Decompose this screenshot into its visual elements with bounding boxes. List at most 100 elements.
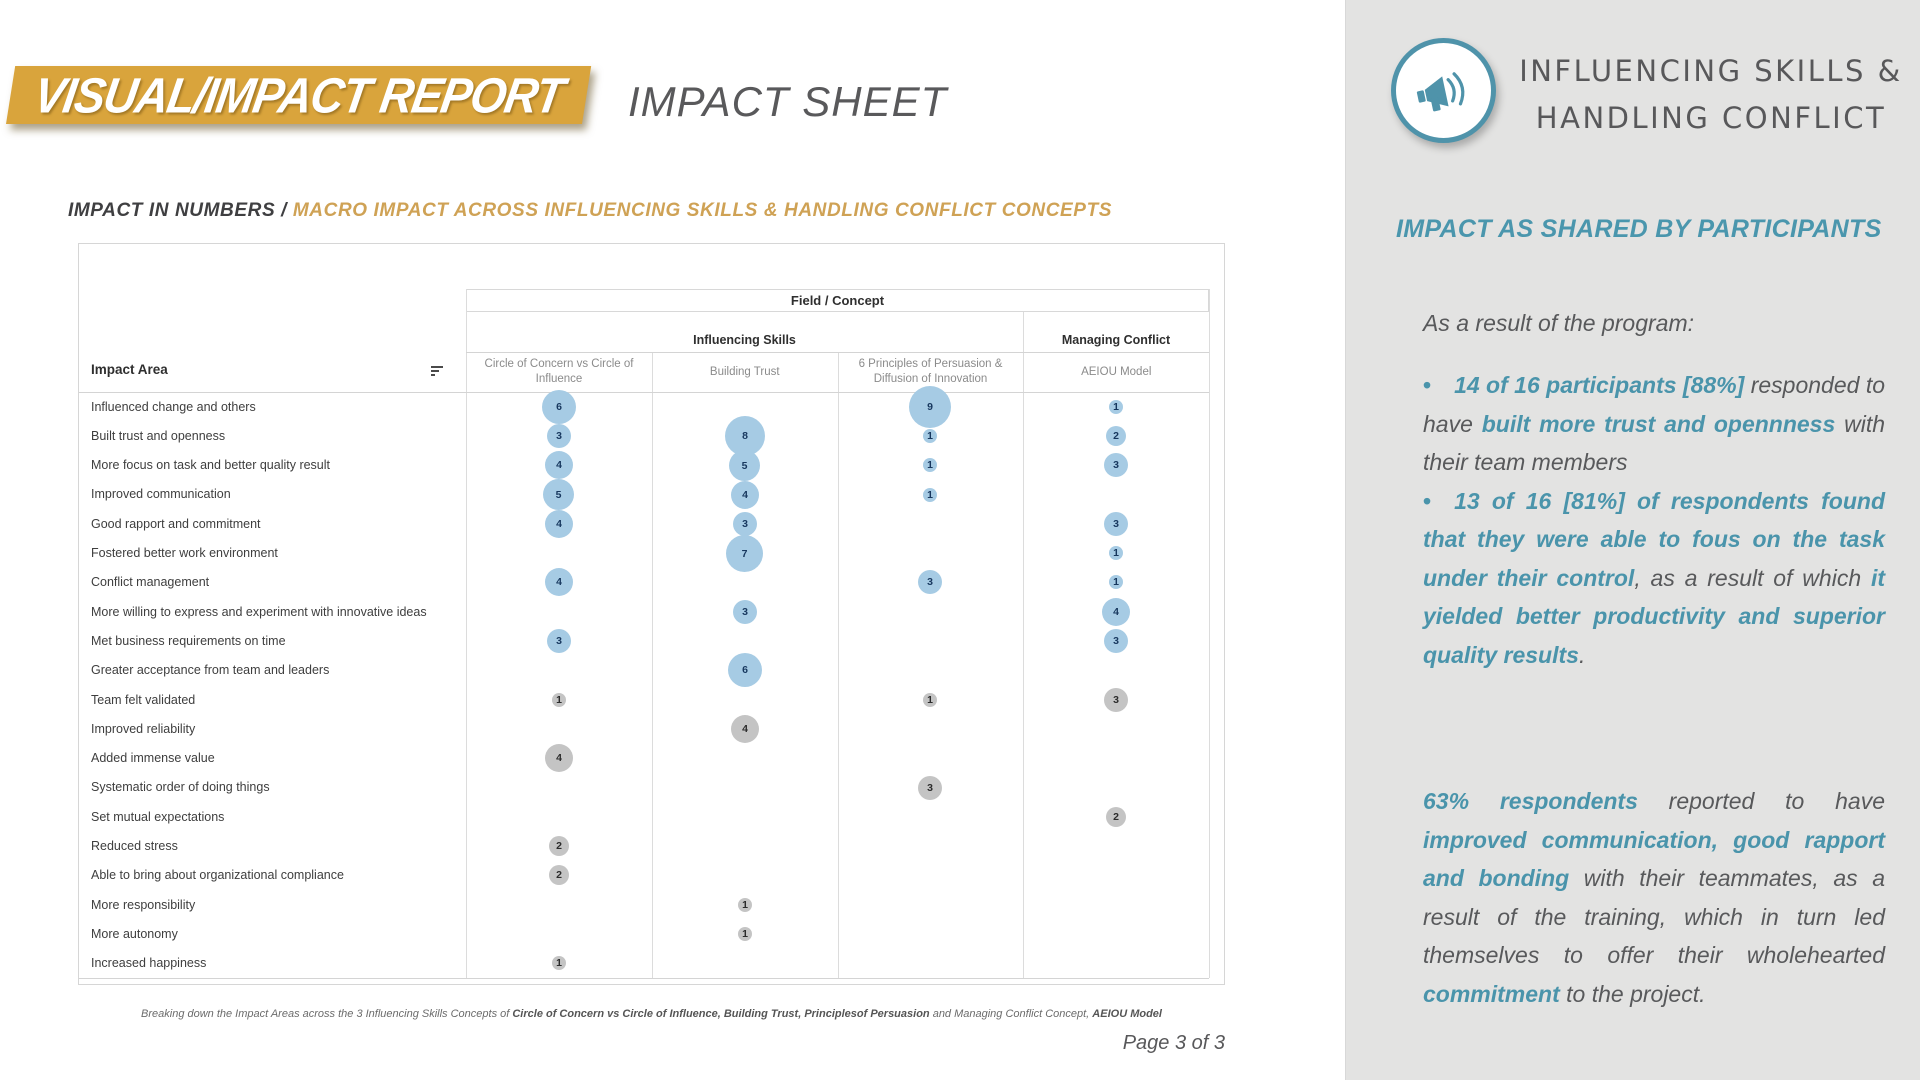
bubble-mark[interactable]: 1 (923, 488, 937, 502)
sidebar-intro: As a result of the program: (1423, 310, 1695, 336)
text-segment: to the project. (1559, 980, 1706, 1007)
megaphone-icon (1391, 38, 1496, 143)
section-title: IMPACT IN NUMBERS / MACRO IMPACT ACROSS … (68, 200, 1112, 222)
grid-line (1023, 312, 1024, 978)
text-segment: 63% respondents (1423, 788, 1638, 814)
bubble-mark[interactable]: 3 (547, 424, 571, 448)
bubble-mark[interactable]: 5 (729, 450, 760, 481)
bubble-mark[interactable]: 3 (733, 512, 757, 536)
impact-area-row-label: Able to bring about organizational compl… (91, 868, 344, 883)
bubble-mark[interactable]: 4 (1102, 598, 1130, 626)
bubble-mark[interactable]: 4 (545, 510, 573, 538)
impact-area-row-label: More responsibility (91, 897, 196, 912)
column-header: AEIOU Model (1081, 365, 1152, 378)
impact-area-row-label: More autonomy (91, 926, 178, 941)
bubble-mark[interactable]: 3 (1104, 688, 1128, 712)
bubble-mark[interactable]: 1 (552, 956, 566, 970)
text-segment: and Managing Conflict Concept, (929, 1008, 1093, 1020)
bubble-mark[interactable]: 1 (923, 693, 937, 707)
bubble-mark[interactable]: 3 (1104, 629, 1128, 653)
impact-area-row-label: Fostered better work environment (91, 546, 278, 560)
bubble-mark[interactable]: 3 (547, 629, 571, 653)
grid-line (652, 352, 653, 978)
bubble-mark[interactable]: 4 (731, 481, 759, 509)
grid-line (1209, 289, 1210, 978)
bubble-mark[interactable]: 2 (549, 836, 569, 856)
impact-area-row-label: Added immense value (91, 751, 215, 766)
report-page: VISUAL/IMPACT REPORT IMPACT SHEET IMPACT… (6, 66, 1225, 1054)
bubble-mark[interactable]: 3 (733, 600, 757, 624)
impact-area-row-label: Reduced stress (91, 839, 178, 853)
section-title-dark: IMPACT IN NUMBERS / (68, 200, 293, 221)
sidebar-title-line2: HANDLING CONFLICT (1535, 101, 1887, 135)
bubble-mark[interactable]: 3 (1104, 453, 1128, 477)
sort-icon[interactable] (431, 366, 445, 378)
text-segment: . (1578, 641, 1586, 668)
sidebar: INFLUENCING SKILLS & HANDLING CONFLICT I… (1345, 0, 1920, 1080)
bubble-mark[interactable]: 2 (1106, 807, 1126, 827)
sidebar-title-line1: INFLUENCING SKILLS & (1519, 54, 1903, 88)
bubble-mark[interactable]: 1 (738, 898, 752, 912)
grid-line (79, 978, 1209, 979)
bubble-mark[interactable]: 6 (728, 653, 762, 687)
field-concept-header: Field / Concept (466, 289, 1209, 312)
impact-area-row-label: Team felt validated (91, 692, 196, 707)
bubble-mark[interactable]: 1 (1109, 546, 1123, 560)
grid-line (79, 392, 1209, 393)
bubble-mark[interactable]: 4 (545, 451, 573, 479)
text-segment: built more trust and opennness (1481, 410, 1836, 437)
text-segment: , as a result of which (1634, 564, 1871, 591)
bubble-mark[interactable]: 6 (542, 390, 576, 424)
sidebar-bullet-list: • 14 of 16 participants [88%] responded … (1423, 366, 1885, 674)
grid-line (466, 289, 467, 978)
bubble-mark[interactable]: 9 (909, 386, 951, 428)
impact-area-row-label: Met business requirements on time (91, 633, 286, 648)
group-influencing-skills: Influencing Skills (693, 333, 796, 347)
bubble-mark[interactable]: 2 (549, 865, 569, 885)
text-segment: 13 of 16 [81%] of respondents found that… (1423, 487, 1885, 591)
bubble-mark[interactable]: 3 (918, 570, 942, 594)
bubble-mark[interactable]: 5 (543, 479, 574, 510)
text-segment: AEIOU Model (1092, 1008, 1162, 1020)
bubble-mark[interactable]: 1 (1109, 400, 1123, 414)
bubble-mark[interactable]: 3 (918, 776, 942, 800)
bubble-mark[interactable]: 1 (738, 927, 752, 941)
bubble-mark[interactable]: 1 (923, 429, 937, 443)
impact-area-row-label: Greater acceptance from team and leaders (91, 663, 330, 678)
bubble-mark[interactable]: 4 (545, 568, 573, 596)
text-segment: Breaking down the Impact Areas across th… (141, 1008, 513, 1020)
text-segment: with their team members (1423, 410, 1886, 476)
bubble-mark[interactable]: 3 (1104, 512, 1128, 536)
impact-area-row-label: Influenced change and others (91, 399, 256, 414)
grid-line (838, 352, 839, 978)
section-title-gold: MACRO IMPACT ACROSS INFLUENCING SKILLS &… (292, 200, 1113, 221)
sidebar-bullet: • 14 of 16 participants [88%] responded … (1423, 366, 1885, 482)
impact-area-row-label: More focus on task and better quality re… (91, 458, 331, 473)
impact-area-row-label: Systematic order of doing things (91, 780, 270, 795)
bubble-mark[interactable]: 2 (1106, 426, 1126, 446)
bubble-mark[interactable]: 7 (726, 535, 763, 572)
text-segment: it yielded better productivity and super… (1423, 564, 1885, 668)
bubble-mark[interactable]: 1 (1109, 575, 1123, 589)
column-header: 6 Principles of Persuasion & Diffusion o… (858, 358, 1003, 385)
bubble-mark[interactable]: 8 (725, 416, 765, 456)
impact-area-row-label: Conflict management (91, 575, 210, 590)
column-header: Building Trust (709, 365, 780, 378)
page-title: IMPACT SHEET (628, 78, 948, 125)
page-number: Page 3 of 3 (1122, 1032, 1225, 1054)
bubble-mark[interactable]: 1 (923, 458, 937, 472)
sidebar-heading: IMPACT AS SHARED BY PARTICIPANTS (1396, 215, 1882, 243)
impact-bubble-matrix: Field / Concept Influencing Skills Manag… (78, 243, 1225, 985)
bubble-mark[interactable]: 4 (731, 715, 759, 743)
bullet-dot: • (1423, 372, 1455, 398)
bubble-mark[interactable]: 4 (545, 744, 573, 772)
impact-area-row-label: Good rapport and commitment (91, 516, 261, 531)
grid-line (466, 352, 1209, 353)
impact-area-row-label: Set mutual expectations (91, 809, 225, 824)
impact-area-row-label: Improved communication (91, 487, 231, 502)
table-caption: Breaking down the Impact Areas across th… (78, 1008, 1225, 1020)
group-managing-conflict: Managing Conflict (1061, 333, 1171, 347)
text-segment: 14 of 16 participants [88%] (1454, 372, 1745, 398)
bubble-mark[interactable]: 1 (552, 693, 566, 707)
text-segment: responded to have (1423, 372, 1885, 437)
